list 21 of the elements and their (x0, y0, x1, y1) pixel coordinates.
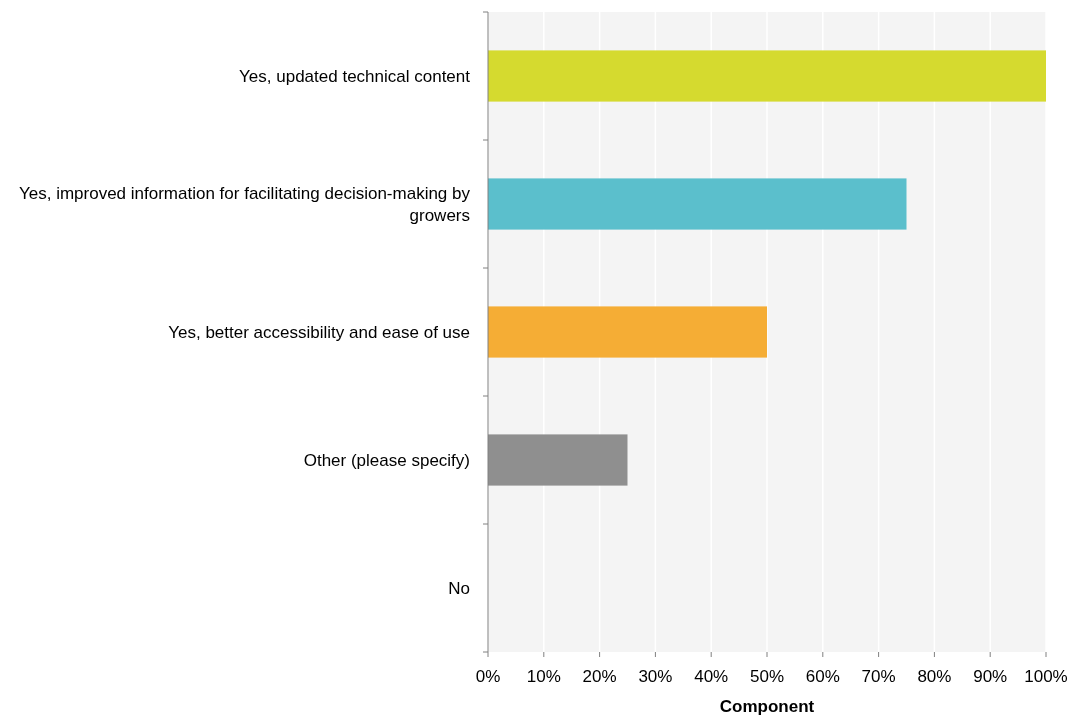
x-tick-label: 0% (475, 667, 501, 686)
bar (488, 178, 907, 230)
x-tick-label: 40% (694, 667, 729, 686)
x-tick-label: 50% (749, 667, 785, 686)
x-axis-title: Component (719, 697, 815, 716)
x-tick-label: 60% (805, 667, 840, 686)
x-tick-label: 70% (861, 667, 896, 686)
bar (488, 306, 767, 358)
x-tick-label: 10% (526, 667, 561, 686)
x-tick-label: 90% (973, 667, 1008, 686)
y-tick-label: No (448, 578, 470, 598)
y-tick-label: Yes, better accessibility and ease of use (168, 322, 470, 342)
x-tick-label: 80% (917, 667, 952, 686)
x-tick-label: 30% (638, 667, 673, 686)
bar (488, 434, 628, 486)
y-tick-label: Yes, improved information for facilitating decision-making by growers (18, 183, 471, 225)
x-tick-label: 20% (582, 667, 617, 686)
y-tick-label: Other (please specify) (303, 450, 470, 470)
x-tick-label: 100% (1024, 667, 1068, 686)
bar (488, 50, 1046, 102)
y-tick-label: Yes, updated technical content (239, 66, 471, 86)
